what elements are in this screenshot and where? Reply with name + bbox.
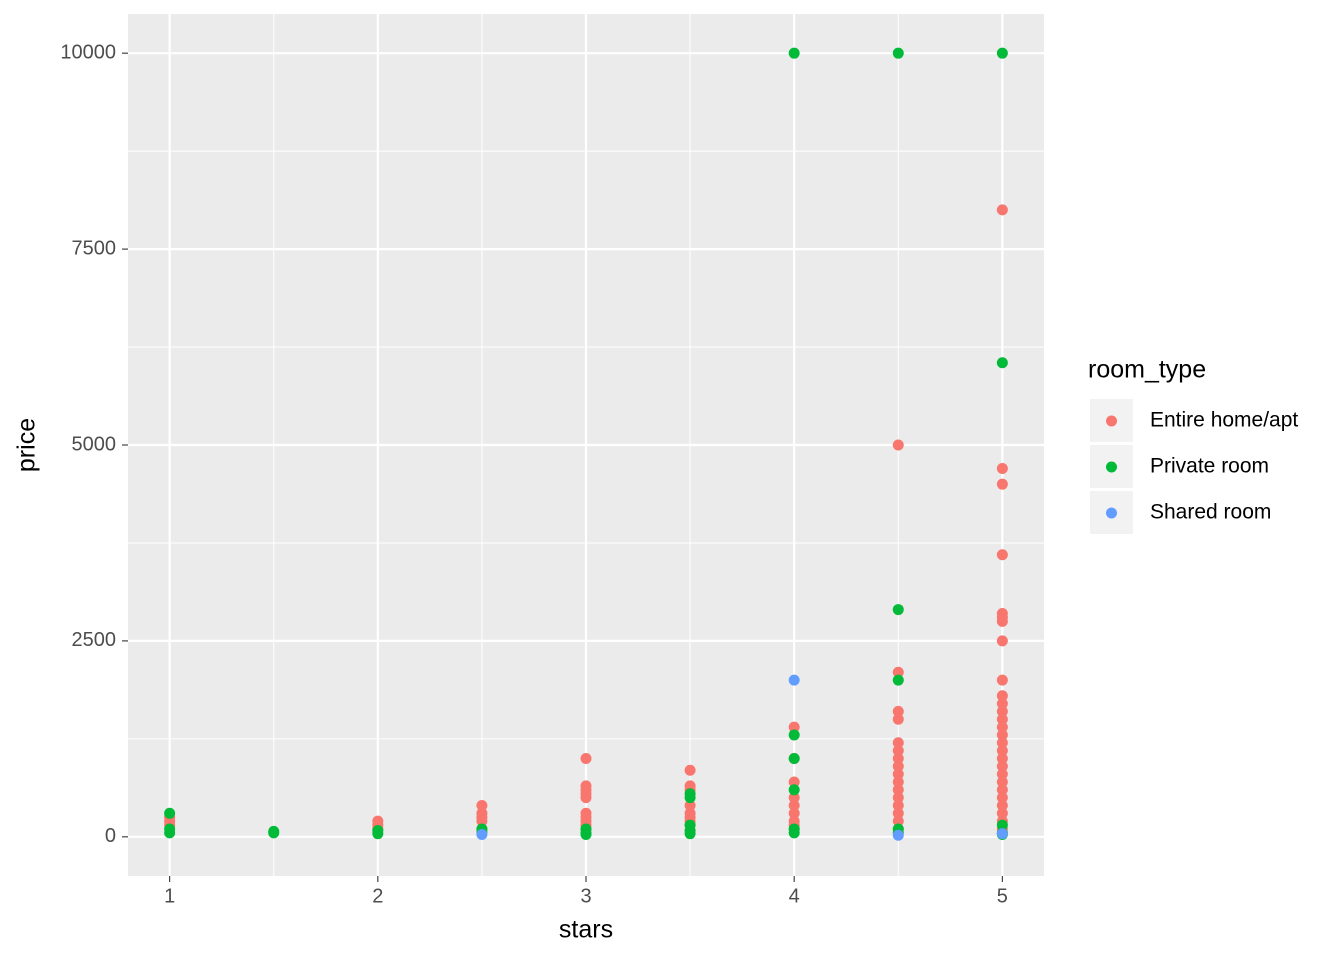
point [892, 760, 904, 772]
point [996, 478, 1008, 490]
point [892, 792, 904, 804]
legend-marker [1106, 507, 1117, 519]
point [996, 615, 1008, 627]
point [788, 792, 800, 804]
point [892, 768, 904, 780]
point [996, 760, 1008, 772]
point [788, 776, 800, 788]
point [788, 799, 800, 811]
point [892, 752, 904, 764]
point [684, 799, 696, 811]
point [996, 674, 1008, 686]
point [996, 204, 1008, 216]
point [996, 357, 1008, 369]
point [892, 815, 904, 827]
point [788, 807, 800, 819]
point [580, 792, 592, 804]
point [996, 792, 1008, 804]
point [892, 439, 904, 451]
point [996, 776, 1008, 788]
point [476, 828, 488, 840]
legend-label: Entire home/apt [1150, 409, 1298, 432]
point [996, 819, 1008, 831]
point [996, 745, 1008, 757]
point [996, 828, 1008, 840]
y-tick-label: 7500 [72, 237, 117, 259]
point [996, 737, 1008, 749]
point [996, 705, 1008, 717]
x-tick-label: 5 [997, 885, 1008, 907]
point [996, 463, 1008, 475]
point [892, 784, 904, 796]
point [788, 729, 800, 741]
point [892, 674, 904, 686]
point [892, 799, 904, 811]
point [996, 799, 1008, 811]
point [996, 549, 1008, 561]
point [268, 827, 280, 839]
y-tick-label: 2500 [72, 629, 117, 651]
point [892, 666, 904, 678]
y-tick-label: 10000 [60, 41, 116, 63]
x-axis-title: stars [559, 916, 613, 944]
point [996, 635, 1008, 647]
point [892, 604, 904, 616]
point [788, 784, 800, 796]
point [372, 828, 384, 840]
point [892, 829, 904, 841]
point [164, 815, 176, 827]
point [684, 764, 696, 776]
point [892, 705, 904, 717]
point [996, 807, 1008, 819]
point [892, 47, 904, 59]
point [684, 792, 696, 804]
point [164, 827, 176, 839]
point [996, 47, 1008, 59]
point [788, 721, 800, 733]
x-tick-label: 4 [789, 885, 800, 907]
x-tick-label: 1 [164, 885, 175, 907]
point [892, 807, 904, 819]
point [996, 729, 1008, 741]
y-axis-title: price [13, 418, 41, 472]
point [788, 752, 800, 764]
point [684, 828, 696, 840]
point [996, 752, 1008, 764]
legend-label: Shared room [1150, 501, 1271, 524]
point [892, 776, 904, 788]
legend-title: room_type [1088, 356, 1206, 384]
x-tick-label: 3 [580, 885, 591, 907]
point [996, 698, 1008, 710]
legend-marker [1106, 415, 1117, 427]
point [892, 713, 904, 725]
point [788, 47, 800, 59]
y-tick-label: 0 [105, 825, 116, 847]
point [476, 799, 488, 811]
legend-label: Private room [1150, 455, 1269, 478]
legend-marker [1106, 461, 1117, 473]
point [996, 784, 1008, 796]
point [996, 690, 1008, 702]
y-tick-label: 5000 [72, 433, 117, 455]
point [996, 721, 1008, 733]
point [788, 827, 800, 839]
point [164, 807, 176, 819]
point [476, 811, 488, 823]
point [892, 737, 904, 749]
point [892, 745, 904, 757]
point [580, 752, 592, 764]
point [580, 828, 592, 840]
point [996, 768, 1008, 780]
x-tick-label: 2 [372, 885, 383, 907]
point [788, 674, 800, 686]
point [996, 713, 1008, 725]
